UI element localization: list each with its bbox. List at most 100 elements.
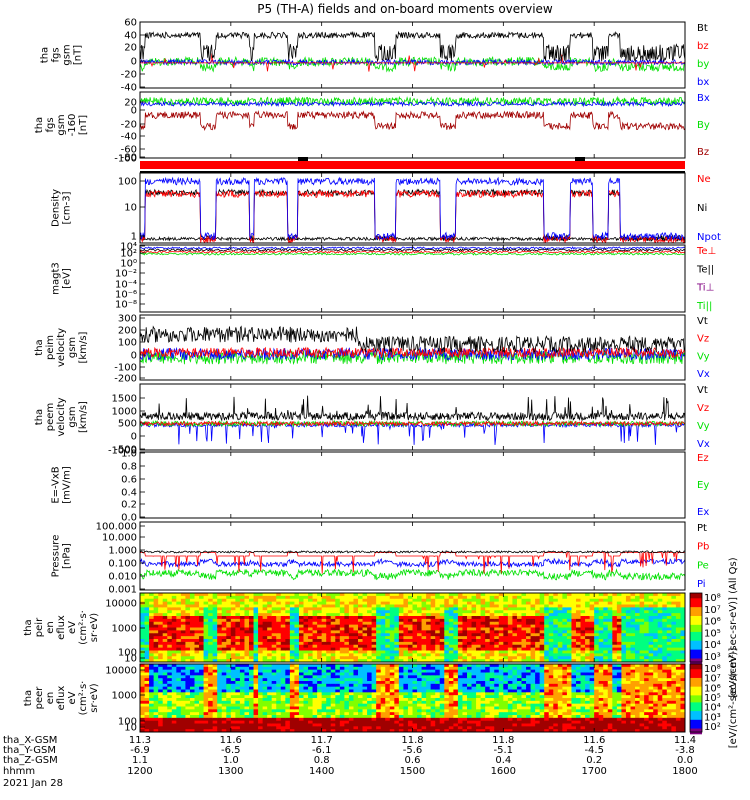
heatmap-cell	[140, 726, 146, 730]
heatmap-cell	[194, 639, 200, 643]
heatmap-cell	[362, 726, 368, 730]
heatmap-cell	[176, 621, 182, 626]
heatmap-cell	[448, 616, 454, 620]
heatmap-cell	[448, 706, 454, 710]
heatmap-cell	[321, 689, 327, 693]
heatmap-cell	[471, 601, 477, 606]
colorbar-cell	[690, 614, 702, 617]
heatmap-cell	[448, 659, 454, 662]
y-tick-label: 1500	[112, 394, 137, 405]
heatmap-cell	[253, 650, 259, 654]
heatmap-cell	[276, 641, 282, 646]
heatmap-cell	[362, 598, 368, 603]
heatmap-cell	[180, 692, 187, 696]
heatmap-cell	[185, 627, 191, 631]
te-perp-series	[140, 250, 685, 254]
heatmap-cell	[576, 618, 582, 623]
heatmap-cell	[235, 666, 241, 671]
heatmap-cell	[358, 636, 364, 640]
heatmap-cell	[176, 681, 182, 685]
heatmap-cell	[244, 712, 250, 716]
heatmap-cell	[430, 644, 436, 649]
heatmap-cell	[289, 659, 296, 662]
heatmap-cell	[439, 698, 445, 702]
y-tick-label: 10²	[120, 249, 137, 260]
heatmap-cell	[671, 604, 677, 608]
heatmap-cell	[162, 593, 168, 597]
heatmap-cell	[353, 678, 359, 682]
heatmap-cell	[448, 715, 454, 719]
heatmap-cell	[217, 706, 223, 710]
heatmap-cell	[476, 604, 482, 608]
heatmap-cell	[426, 644, 432, 649]
heatmap-cell	[303, 653, 309, 657]
heatmap-cell	[407, 607, 414, 611]
heatmap-cell	[162, 653, 168, 657]
heatmap-cell	[389, 627, 395, 631]
heatmap-cell	[158, 647, 164, 652]
heatmap-cell	[153, 616, 159, 620]
heatmap-cell	[662, 624, 668, 629]
heatmap-cell	[303, 715, 309, 719]
heatmap-cell	[203, 653, 209, 657]
heatmap-cell	[412, 681, 418, 685]
heatmap-cell	[639, 624, 645, 629]
heatmap-cell	[407, 624, 414, 629]
heatmap-cell	[571, 604, 577, 608]
heatmap-cell	[362, 641, 368, 646]
heatmap-cell	[453, 595, 459, 600]
heatmap-cell	[180, 686, 187, 691]
colorbar-cell	[690, 603, 702, 606]
heatmap-cell	[457, 647, 464, 652]
heatmap-cell	[489, 604, 495, 608]
heatmap-cell	[221, 692, 227, 696]
heatmap-cell	[385, 686, 391, 691]
heatmap-cell	[394, 650, 400, 654]
heatmap-cell	[158, 610, 164, 614]
heatmap-cell	[262, 706, 268, 710]
heatmap-cell	[280, 598, 286, 603]
heatmap-cell	[644, 593, 650, 597]
heatmap-cell	[671, 659, 677, 662]
heatmap-cell	[171, 664, 177, 668]
heatmap-cell	[457, 709, 464, 713]
heatmap-cell	[380, 636, 386, 640]
heatmap-cell	[321, 717, 327, 722]
heatmap-cell	[476, 618, 482, 623]
heatmap-cell	[494, 647, 500, 652]
heatmap-cell	[335, 613, 341, 617]
panel-9-plot-area	[140, 593, 685, 662]
heatmap-cell	[362, 683, 368, 688]
heatmap-cell	[230, 613, 236, 617]
heatmap-cell	[298, 712, 305, 716]
heatmap-cell	[253, 595, 259, 600]
heatmap-cell	[507, 616, 514, 620]
heatmap-cell	[140, 624, 146, 629]
heatmap-cell	[430, 593, 436, 597]
heatmap-cell	[289, 717, 296, 722]
heatmap-cell	[380, 698, 386, 702]
heatmap-cell	[226, 647, 232, 652]
heatmap-cell	[421, 692, 427, 696]
heatmap-cell	[476, 630, 482, 634]
heatmap-cell	[140, 639, 146, 643]
heatmap-cell	[176, 624, 182, 629]
heatmap-cell	[462, 633, 468, 637]
heatmap-cell	[439, 650, 445, 654]
heatmap-cell	[208, 627, 214, 631]
heatmap-cell	[380, 706, 386, 710]
heatmap-cell	[444, 678, 450, 682]
heatmap-cell	[321, 729, 327, 732]
heatmap-cell	[644, 659, 650, 662]
heatmap-cell	[253, 703, 259, 708]
heatmap-cell	[398, 636, 405, 640]
heatmap-cell	[258, 656, 264, 660]
heatmap-cell	[480, 659, 486, 662]
heatmap-cell	[212, 624, 218, 629]
heatmap-cell	[194, 613, 200, 617]
heatmap-cell	[262, 683, 268, 688]
heatmap-cell	[344, 681, 350, 685]
heatmap-cell	[230, 624, 236, 629]
heatmap-cell	[285, 598, 291, 603]
heatmap-cell	[298, 703, 305, 708]
